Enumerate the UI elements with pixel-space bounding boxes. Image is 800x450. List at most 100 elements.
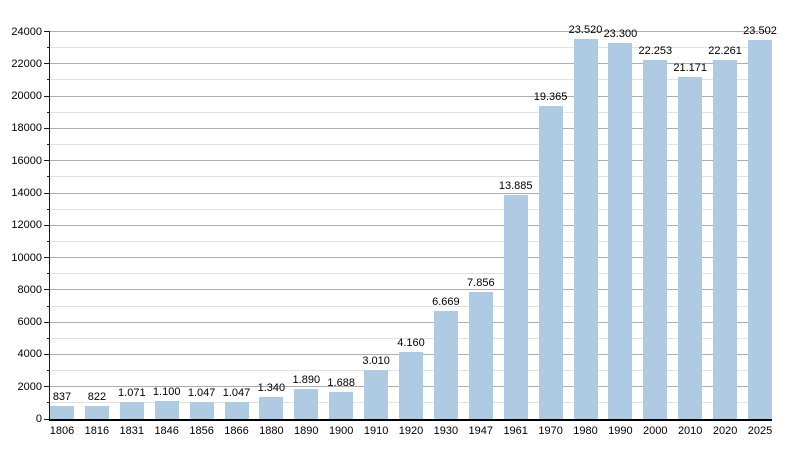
bar-1961 [503,194,528,419]
bar-value-label: 22.261 [708,44,742,57]
y-tick-label: 24000 [11,25,42,38]
y-major-tick [44,127,50,129]
y-major-tick [44,63,50,65]
y-tick-label: 4000 [17,348,42,361]
minor-gridline [50,208,772,210]
y-major-tick [44,386,50,388]
y-major-tick [44,418,50,420]
x-tick-label: 1990 [608,425,633,437]
bar-value-label: 1.047 [222,387,251,400]
x-tick-label: 2010 [677,425,703,437]
y-minor-tick [47,370,50,372]
y-tick-label: 8000 [17,283,42,296]
y-minor-tick [47,144,50,145]
x-tick-label: 1970 [538,425,563,437]
minor-gridline [50,47,772,49]
bar-1831 [119,401,144,419]
minor-gridline [50,273,772,275]
y-minor-tick [47,176,50,178]
bar-1920 [399,351,423,419]
bar-2000 [643,59,668,419]
bar-value-label: 822 [87,390,107,403]
y-minor-tick [47,337,50,339]
major-gridline [50,289,772,291]
bar-value-label: 837 [52,390,72,403]
bar-1910 [364,370,389,419]
minor-gridline [50,240,772,242]
bar-2025 [748,39,772,419]
bar-2010 [678,77,703,419]
bar-value-label: 22.253 [638,44,673,57]
y-minor-tick [47,111,50,113]
bar-1866 [224,402,249,419]
bar-value-label: 23.520 [568,24,603,37]
bar-1816 [84,405,109,419]
x-axis-line [49,419,772,421]
y-tick-label: 2000 [17,380,42,393]
y-major-tick [44,257,50,258]
y-major-tick [44,192,50,194]
bar-1880 [259,397,284,419]
y-tick-label: 14000 [11,186,42,199]
bar-2020 [713,59,738,419]
x-tick-label: 1920 [398,425,424,437]
major-gridline [50,321,772,323]
bar-value-label: 1.340 [257,382,286,395]
y-tick-label: 6000 [17,316,42,329]
y-major-tick [44,95,50,97]
x-tick-label: 1866 [224,425,249,437]
y-tick-label: 18000 [11,122,42,135]
y-major-tick [44,289,50,291]
bar-value-label: 6.669 [432,296,460,309]
y-tick-label: 12000 [11,219,42,232]
x-tick-label: 2020 [712,425,738,437]
bar-value-label: 23.502 [743,24,777,37]
minor-gridline [50,144,772,145]
bar-value-label: 7.856 [467,277,495,290]
bar-value-label: 21.171 [673,62,708,75]
y-major-tick [44,321,50,323]
x-tick-label: 2000 [643,425,668,437]
bar-1846 [154,401,179,419]
bar-value-label: 23.300 [603,27,638,40]
major-gridline [50,192,772,194]
bar-1930 [433,311,458,419]
minor-gridline [50,305,772,307]
y-tick-label: 10000 [11,251,42,264]
bar-value-label: 13.885 [498,179,533,192]
bar-1856 [189,402,214,419]
y-minor-tick [47,240,50,242]
bar-1980 [573,39,598,419]
bar-value-label: 19.365 [533,91,568,104]
y-tick-label: 16000 [11,154,42,167]
bar-1806 [50,405,74,419]
y-tick-label: 22000 [11,57,42,70]
major-gridline [50,63,772,65]
y-major-tick [44,353,50,355]
major-gridline [50,224,772,226]
x-tick-label: 1930 [433,425,459,437]
x-tick-label: 1831 [119,425,145,437]
major-gridline [50,160,772,162]
bar-value-label: 1.688 [327,376,355,389]
y-tick-label: 20000 [11,90,42,103]
x-tick-label: 2025 [747,425,773,437]
x-tick-label: 1947 [468,425,494,437]
x-tick-label: 1816 [84,425,110,437]
x-tick-label: 1806 [49,425,75,437]
bar-1890 [294,388,319,419]
x-tick-label: 1961 [503,425,528,437]
minor-gridline [50,176,772,178]
y-minor-tick [47,47,50,49]
bar-value-label: 1.890 [292,373,321,386]
bar-1947 [468,292,493,419]
y-tick-label: 0 [35,413,42,425]
major-gridline [50,257,772,258]
major-gridline [50,127,772,129]
x-tick-label: 1980 [573,425,598,437]
major-gridline [50,31,772,32]
